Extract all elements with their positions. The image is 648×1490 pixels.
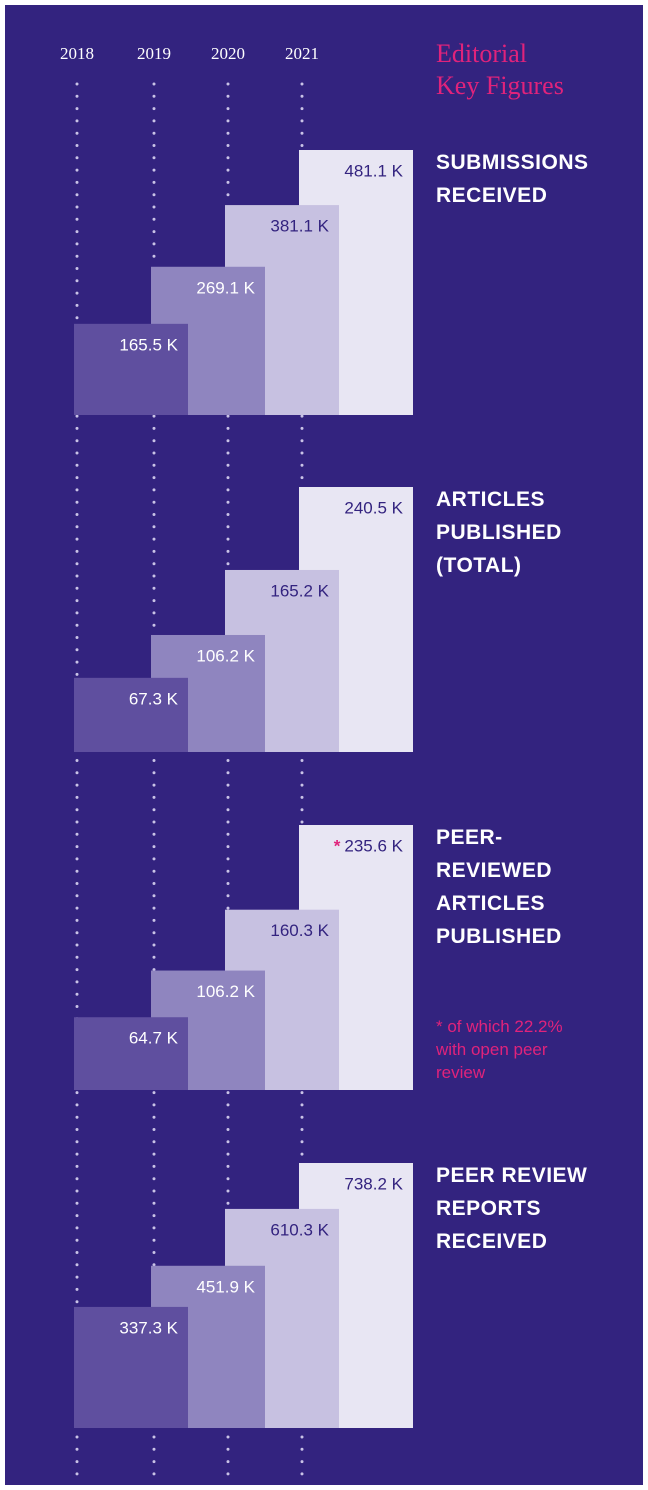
value-label: 67.3 K xyxy=(129,689,179,708)
bar xyxy=(74,1306,188,1428)
year-label: 2021 xyxy=(285,44,319,63)
group-title: PEER REVIEW REPORTS RECEIVED xyxy=(436,1164,588,1253)
year-label: 2019 xyxy=(137,44,171,63)
group-title: SUBMISSIONS RECEIVED xyxy=(436,151,589,207)
value-label: 481.1 K xyxy=(344,161,403,180)
group-title: ARTICLES PUBLISHED (TOTAL) xyxy=(436,488,562,577)
value-label: 269.1 K xyxy=(196,278,255,297)
bar xyxy=(74,677,188,752)
value-label: 106.2 K xyxy=(196,646,255,665)
value-label: 337.3 K xyxy=(119,1318,178,1337)
value-label: 160.3 K xyxy=(270,921,329,940)
group-title: PEER- REVIEWED ARTICLES PUBLISHED xyxy=(436,826,562,948)
value-label: 610.3 K xyxy=(270,1220,329,1239)
value-label: 64.7 K xyxy=(129,1029,179,1048)
value-label: 165.5 K xyxy=(119,335,178,354)
value-label: 738.2 K xyxy=(344,1174,403,1193)
bar xyxy=(74,1017,188,1090)
value-label: 106.2 K xyxy=(196,982,255,1001)
year-label: 2020 xyxy=(211,44,245,63)
asterisk: * xyxy=(334,836,341,855)
year-label: 2018 xyxy=(60,44,94,63)
value-label: 240.5 K xyxy=(344,498,403,517)
value-label: 235.6 K xyxy=(344,836,403,855)
main-title: Editorial Key Figures xyxy=(436,39,564,100)
value-label: 381.1 K xyxy=(270,217,329,236)
footnote: * of which 22.2% with open peer review xyxy=(436,1017,563,1082)
bar xyxy=(74,323,188,415)
value-label: 165.2 K xyxy=(270,581,329,600)
value-label: 451.9 K xyxy=(196,1277,255,1296)
